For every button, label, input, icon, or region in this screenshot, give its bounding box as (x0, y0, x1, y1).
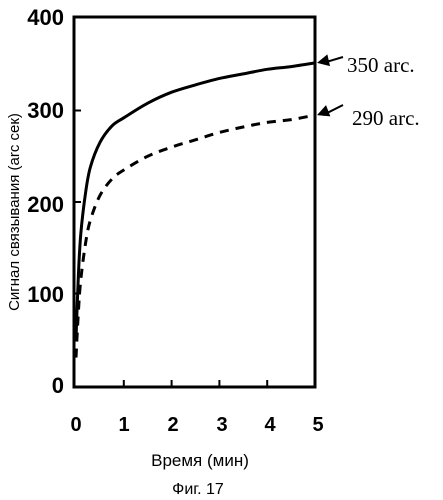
y-tick-label: 400 (27, 5, 64, 30)
plot-frame (74, 17, 315, 387)
x-tick-label: 0 (70, 414, 81, 436)
annotation-350: 350 arc. (347, 53, 415, 77)
y-axis-label: Сигнал связывания (arc сек) (6, 113, 23, 311)
annotation-arrowhead (317, 105, 330, 116)
y-tick-label: 0 (52, 373, 64, 398)
x-tick-label: 4 (264, 414, 276, 436)
annotation-290: 290 arc. (352, 106, 420, 130)
series-line-dashed (76, 115, 315, 357)
tick-marks (74, 111, 267, 388)
annotation-arrowhead (317, 54, 330, 66)
y-tick-label: 100 (27, 282, 64, 307)
x-axis-label: Время (мин) (151, 451, 249, 470)
x-tick-label: 2 (167, 414, 178, 436)
x-tick-label: 5 (312, 414, 323, 436)
annotation-arrows (317, 54, 343, 116)
series-line-solid (76, 63, 315, 339)
y-tick-label: 300 (27, 98, 64, 123)
x-tick-label: 1 (118, 414, 129, 436)
figure-caption: Фиг. 17 (172, 481, 224, 498)
series-group (76, 63, 315, 358)
x-tick-label: 3 (216, 414, 227, 436)
y-tick-label: 200 (27, 192, 64, 217)
